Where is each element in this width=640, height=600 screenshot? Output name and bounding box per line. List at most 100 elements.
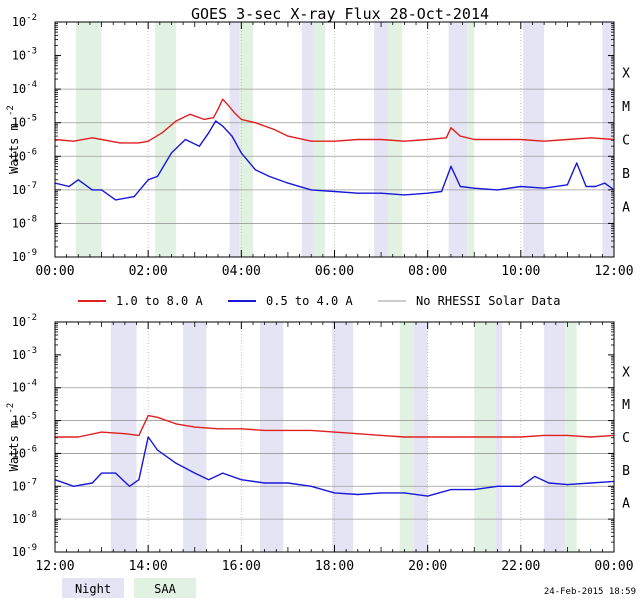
- series-point: [273, 128, 275, 131]
- series-point: [543, 140, 545, 142]
- series-point: [114, 472, 117, 474]
- series-point: [594, 185, 596, 188]
- series-point: [147, 436, 149, 438]
- series-point: [138, 479, 140, 481]
- series-point: [156, 449, 159, 451]
- class-label-A: A: [622, 201, 630, 216]
- xtick-label: 20:00: [408, 559, 447, 574]
- ytick-label: 10-4: [12, 379, 37, 395]
- series-point: [310, 429, 312, 432]
- ytick-label: 10-2: [12, 13, 37, 29]
- xtick-label: 02:00: [129, 264, 168, 279]
- footer-date: 24-Feb-2015 18:59: [544, 587, 636, 597]
- legend-label: No RHESSI Solar Data: [416, 294, 561, 308]
- series-point: [357, 138, 359, 141]
- series-point: [222, 472, 224, 474]
- series-point: [310, 485, 312, 487]
- series-point: [128, 485, 131, 487]
- series-point: [427, 138, 429, 141]
- series-point: [254, 169, 256, 171]
- series-point: [217, 108, 219, 110]
- ytick-label: 10-6: [12, 147, 37, 163]
- series-point: [91, 482, 93, 484]
- series-point: [73, 140, 75, 142]
- ytick-label: 10-3: [12, 47, 37, 63]
- series-point: [441, 190, 443, 193]
- series-point: [138, 142, 140, 144]
- series-point: [212, 117, 214, 119]
- series-point: [403, 492, 405, 494]
- series-point: [91, 137, 93, 139]
- ytick-label: 10-3: [12, 346, 37, 362]
- series-point: [459, 135, 461, 137]
- legend-label: 1.0 to 8.0 A: [116, 294, 203, 308]
- series-point: [208, 132, 210, 134]
- shade-label: SAA: [154, 582, 176, 596]
- legend: 1.0 to 8.0 A 0.5 to 4.0 A No RHESSI Solar …: [78, 294, 561, 308]
- series-point: [198, 145, 201, 147]
- class-label-X: X: [622, 365, 630, 380]
- night-band: [448, 22, 468, 257]
- series-point: [333, 431, 336, 433]
- ytick-label: 10-9: [12, 248, 37, 264]
- xtick-label: 16:00: [222, 559, 261, 574]
- shade-swatch: [134, 578, 196, 598]
- series-point: [208, 479, 210, 481]
- series-point: [548, 482, 550, 484]
- series-point: [100, 138, 103, 141]
- night-band: [523, 22, 545, 257]
- y-axis-label: Watts m -2: [6, 105, 21, 174]
- series-point: [357, 493, 359, 496]
- class-label-X: X: [622, 66, 630, 81]
- ytick-label: 10-8: [12, 510, 37, 526]
- series-point: [604, 182, 606, 184]
- ytick-label: 10-7: [12, 181, 37, 197]
- xtick-label: 14:00: [129, 559, 168, 574]
- series-point: [333, 190, 336, 193]
- xtick-label: 12:00: [594, 264, 633, 279]
- series-point: [333, 140, 336, 142]
- series-point: [585, 185, 587, 188]
- night-band: [259, 322, 284, 552]
- series-point: [268, 175, 270, 178]
- night-band: [110, 322, 137, 552]
- series-point: [543, 187, 545, 189]
- series-point: [333, 492, 336, 494]
- plot-frame: [54, 321, 615, 553]
- class-label-A: A: [622, 497, 630, 512]
- series-point: [133, 195, 135, 198]
- shade-legend: Night SAA: [62, 578, 196, 598]
- xtick-label: 00:00: [35, 264, 74, 279]
- plot-frame: [54, 21, 615, 258]
- series-point: [287, 482, 289, 484]
- series-point: [473, 138, 475, 141]
- panel-bottom: X M C B A 10-2 10-3 10-4 10-5 10-6 10-7 10-8 10-912:…: [6, 313, 634, 574]
- series-point: [496, 189, 499, 191]
- series-point: [566, 484, 569, 486]
- series-point: [100, 472, 103, 474]
- class-label-C: C: [622, 431, 630, 446]
- xtick-label: 06:00: [315, 264, 354, 279]
- legend-label: 0.5 to 4.0 A: [266, 294, 353, 308]
- series-point: [91, 189, 93, 191]
- series-point: [175, 120, 177, 122]
- class-label-C: C: [622, 134, 630, 149]
- series-point: [566, 184, 569, 186]
- series-point: [184, 138, 187, 141]
- saa-band: [467, 22, 475, 257]
- series-point: [520, 485, 522, 487]
- series-point: [68, 185, 70, 188]
- series-point: [496, 436, 499, 438]
- series-point: [403, 140, 405, 142]
- series-line: [54, 98, 615, 144]
- series-point: [73, 485, 75, 487]
- ytick-label: 10-2: [12, 313, 37, 329]
- series-point: [566, 138, 569, 141]
- saa-band: [239, 22, 253, 257]
- series-point: [590, 482, 592, 484]
- series-point: [240, 428, 242, 430]
- class-label-M: M: [622, 100, 630, 115]
- series-point: [445, 137, 447, 139]
- ytick-label: 10-9: [12, 543, 37, 559]
